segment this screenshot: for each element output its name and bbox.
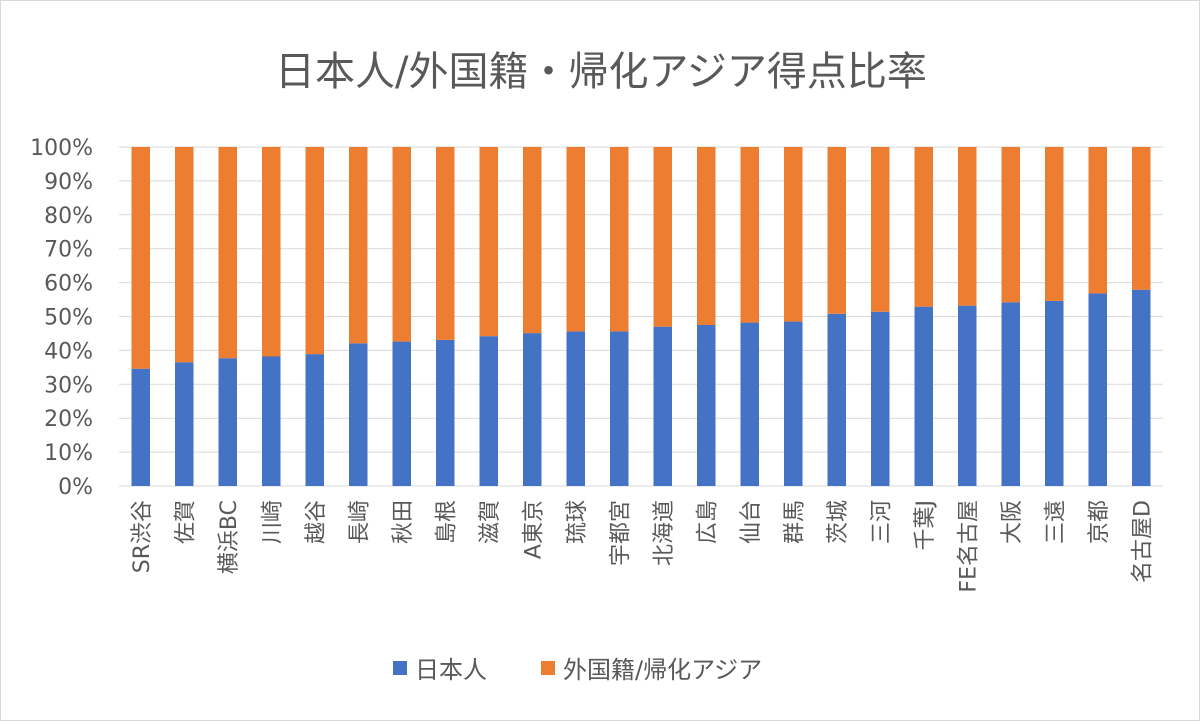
legend-swatch — [393, 661, 407, 675]
x-category-label: 長崎 — [347, 500, 372, 544]
bar-segment-japanese — [523, 333, 542, 486]
y-tick-label: 40% — [44, 339, 93, 364]
bar-segment-japanese — [262, 356, 281, 486]
x-category-label: 琉球 — [565, 500, 590, 544]
legend-label: 外国籍/帰化アジア — [563, 656, 762, 684]
legend-label: 日本人 — [415, 656, 487, 684]
bar-segment-japanese — [349, 343, 368, 486]
bar-segment-japanese — [958, 305, 977, 486]
bar-segment-foreign — [479, 147, 498, 337]
x-category-label: 茨城 — [826, 500, 851, 544]
y-tick-label: 50% — [44, 306, 93, 331]
bar-segment-foreign — [175, 147, 194, 363]
bar-segment-foreign — [740, 147, 759, 323]
gridlines — [119, 146, 1163, 487]
x-category-label: 群馬 — [782, 500, 807, 544]
bar-segment-japanese — [653, 326, 672, 486]
x-category-label: 滋賀 — [478, 500, 503, 544]
x-category-label: 佐賀 — [173, 500, 198, 544]
bar-segment-foreign — [349, 147, 368, 344]
bar-segment-foreign — [653, 147, 672, 327]
bar-segment-foreign — [262, 147, 281, 357]
y-tick-label: 90% — [44, 170, 93, 195]
x-category-label: A東京 — [521, 500, 546, 559]
x-category-label: 宇都宮 — [608, 500, 633, 566]
bar-segment-japanese — [392, 341, 411, 486]
bar-segment-japanese — [697, 324, 716, 486]
x-category-label: 仙台 — [739, 500, 764, 544]
bar-segment-foreign — [610, 147, 629, 332]
bar-segment-japanese — [914, 306, 933, 486]
y-tick-label: 20% — [44, 407, 93, 432]
bar-segment-japanese — [175, 362, 194, 486]
x-category-label: 島根 — [434, 500, 459, 544]
bar-segment-japanese — [1045, 300, 1064, 486]
y-tick-label: 0% — [58, 475, 93, 500]
x-category-label: 秋田 — [391, 500, 416, 544]
bar-segment-japanese — [827, 313, 846, 486]
bar-segment-foreign — [1132, 147, 1151, 290]
legend-swatch — [541, 661, 555, 675]
x-category-label: 京都 — [1087, 500, 1112, 544]
bar-segment-japanese — [1132, 289, 1151, 486]
x-category-label: 越谷 — [304, 500, 329, 544]
bar-segment-japanese — [1001, 302, 1020, 486]
y-tick-label: 30% — [44, 373, 93, 398]
bar-segment-japanese — [1088, 293, 1107, 486]
bar-segment-foreign — [827, 147, 846, 314]
x-category-label: SR渋谷 — [130, 500, 155, 573]
bar-segment-japanese — [610, 331, 629, 486]
x-category-label: 横浜BC — [217, 500, 242, 574]
bar-segment-foreign — [697, 147, 716, 325]
bar-segment-foreign — [871, 147, 890, 312]
bar-segment-japanese — [131, 368, 150, 486]
y-tick-label: 80% — [44, 204, 93, 229]
bar-segment-japanese — [740, 322, 759, 486]
x-axis-categories: SR渋谷 佐賀 横浜BC 川崎 越谷 長崎 秋田 島根 滋賀 A東京 琉球 宇都宮 北海道 広島 仙台 群馬茨… — [130, 500, 1156, 593]
x-category-label: 三河 — [869, 500, 894, 544]
chart-title: 日本人/外国籍・帰化アジア得点比率 — [275, 49, 927, 95]
bar-segment-foreign — [436, 147, 455, 340]
bar-segment-foreign — [218, 147, 237, 359]
x-category-label: 川崎 — [260, 500, 285, 544]
bar-segment-foreign — [958, 147, 977, 306]
x-category-label: FE名古屋 — [956, 500, 981, 593]
bar-segment-foreign — [523, 147, 542, 334]
bars — [131, 147, 1151, 486]
bar-segment-foreign — [1045, 147, 1064, 301]
x-category-label: 三遠 — [1043, 500, 1068, 544]
x-category-label: 大阪 — [1000, 500, 1025, 544]
bar-segment-foreign — [392, 147, 411, 342]
x-category-label: 名古屋D — [1130, 500, 1155, 583]
bar-segment-japanese — [479, 336, 498, 486]
bar-segment-japanese — [566, 331, 585, 486]
bar-segment-japanese — [436, 339, 455, 486]
bar-segment-japanese — [305, 354, 324, 486]
bar-segment-foreign — [305, 147, 324, 355]
legend: 日本人 外国籍/帰化アジア — [393, 656, 762, 684]
y-tick-label: 70% — [44, 238, 93, 263]
x-category-label: 広島 — [695, 500, 720, 544]
x-category-label: 北海道 — [652, 500, 677, 566]
bar-segment-foreign — [1001, 147, 1020, 303]
y-tick-label: 10% — [44, 441, 93, 466]
bar-segment-foreign — [914, 147, 933, 307]
bar-segment-foreign — [784, 147, 803, 322]
bar-segment-foreign — [131, 147, 150, 369]
y-tick-label: 100% — [30, 136, 93, 161]
bar-segment-japanese — [784, 321, 803, 486]
bar-segment-japanese — [218, 358, 237, 486]
x-category-label: 千葉J — [913, 500, 938, 551]
y-tick-label: 60% — [44, 272, 93, 297]
y-axis-ticks: 0% 10% 20% 30% 40% 50% 60% 70% 80% 90% 100% — [30, 136, 93, 500]
bar-segment-foreign — [566, 147, 585, 332]
bar-segment-foreign — [1088, 147, 1107, 294]
bar-segment-japanese — [871, 311, 890, 486]
